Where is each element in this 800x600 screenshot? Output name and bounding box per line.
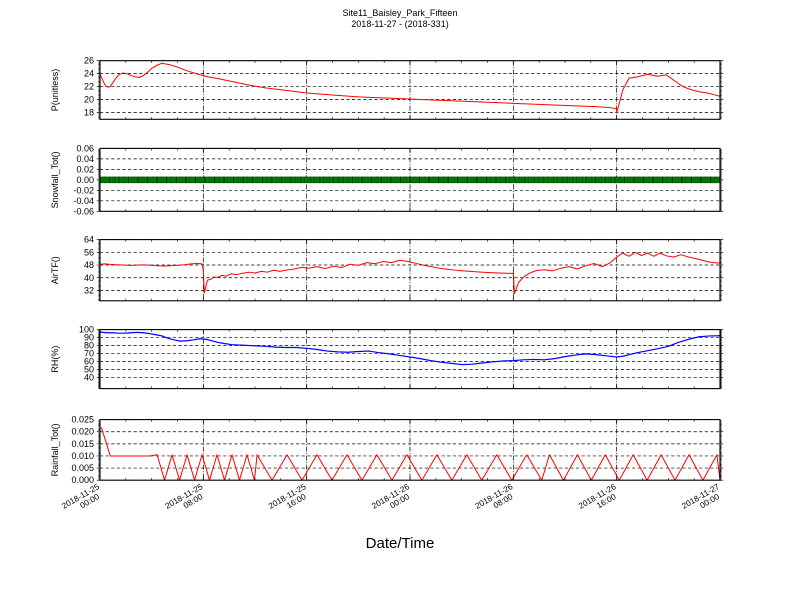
svg-text:18: 18 <box>84 107 94 117</box>
svg-text:Rainfall_Tot(): Rainfall_Tot() <box>50 423 60 476</box>
svg-text:Snowfall_Tot(): Snowfall_Tot() <box>50 151 60 208</box>
svg-text:40: 40 <box>84 273 94 283</box>
svg-text:24: 24 <box>84 69 94 79</box>
svg-text:56: 56 <box>84 247 94 257</box>
svg-text:P(unitless): P(unitless) <box>50 69 60 112</box>
svg-text:0.005: 0.005 <box>71 463 94 473</box>
svg-text:-0.04: -0.04 <box>73 196 94 206</box>
svg-text:Date/Time: Date/Time <box>366 535 435 552</box>
svg-text:22: 22 <box>84 82 94 92</box>
svg-text:-0.06: -0.06 <box>73 206 94 216</box>
svg-text:0.00: 0.00 <box>76 175 94 185</box>
svg-text:Site11_Baisley_Park_Fifteen: Site11_Baisley_Park_Fifteen <box>343 8 458 18</box>
svg-text:RH(%): RH(%) <box>50 346 60 373</box>
svg-text:32: 32 <box>84 285 94 295</box>
svg-text:48: 48 <box>84 260 94 270</box>
svg-text:0.06: 0.06 <box>76 143 94 153</box>
svg-text:-0.02: -0.02 <box>73 185 94 195</box>
svg-text:2018-11-27 - (2018-331): 2018-11-27 - (2018-331) <box>351 19 448 29</box>
svg-text:20: 20 <box>84 94 94 104</box>
svg-text:0.02: 0.02 <box>76 164 94 174</box>
svg-text:0.010: 0.010 <box>71 451 94 461</box>
svg-text:0.04: 0.04 <box>76 154 94 164</box>
svg-text:100: 100 <box>79 325 94 335</box>
svg-text:0.025: 0.025 <box>71 415 94 425</box>
svg-text:0.015: 0.015 <box>71 439 94 449</box>
svg-text:26: 26 <box>84 56 94 66</box>
svg-text:AirTF(): AirTF() <box>50 256 60 284</box>
svg-text:64: 64 <box>84 235 94 245</box>
svg-text:0.020: 0.020 <box>71 427 94 437</box>
